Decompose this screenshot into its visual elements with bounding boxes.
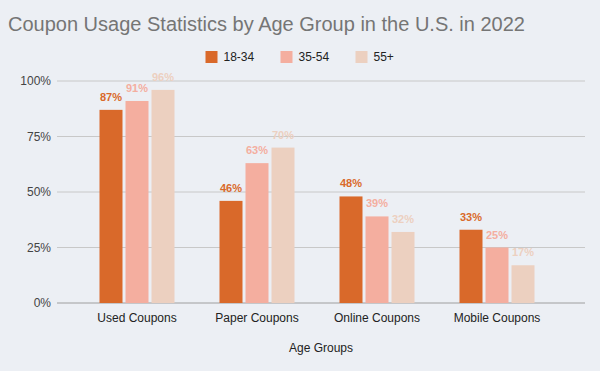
y-tick-label: 0% [34,296,52,310]
y-tick-label: 50% [27,185,51,199]
bar [126,101,149,303]
data-label: 39% [366,197,388,209]
x-tick-label: Mobile Coupons [454,311,541,325]
data-label: 17% [512,246,534,258]
x-tick-label: Used Coupons [97,311,176,325]
data-label: 91% [126,82,148,94]
bar [152,90,175,303]
data-label: 46% [220,182,242,194]
bar [392,232,415,303]
x-tick-label: Paper Coupons [215,311,298,325]
bar [100,110,123,303]
legend-swatch [281,51,293,63]
bar [512,265,535,303]
title: Coupon Usage Statistics by Age Group in … [8,13,525,35]
chart: Coupon Usage Statistics by Age Group in … [0,0,600,371]
bar [220,201,243,303]
x-tick-label: Online Coupons [334,311,420,325]
x-axis-label: Age Groups [289,341,353,355]
legend-label: 18-34 [224,50,255,64]
bar [272,148,295,303]
legend: 18-34 35-54 55+ [206,50,394,64]
y-tick-label: 25% [27,241,51,255]
legend-swatch [356,51,368,63]
data-label: 70% [272,129,294,141]
bar [366,216,389,303]
data-label: 87% [100,91,122,103]
background [0,0,600,371]
legend-swatch [206,51,218,63]
y-tick-label: 75% [27,130,51,144]
data-label: 48% [340,177,362,189]
bar [246,163,269,303]
bar [340,196,363,303]
legend-label: 35-54 [299,50,330,64]
bar [486,248,509,304]
data-label: 25% [486,229,508,241]
bar [460,230,483,303]
legend-label: 55+ [374,50,394,64]
data-label: 63% [246,144,268,156]
data-label: 32% [392,213,414,225]
data-label: 96% [152,71,174,83]
y-tick-label: 100% [20,74,51,88]
data-label: 33% [460,211,482,223]
